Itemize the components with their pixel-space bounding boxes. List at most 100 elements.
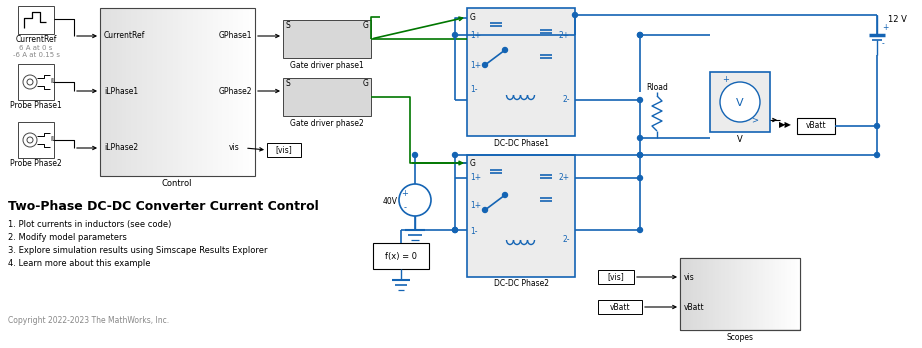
Bar (773, 259, 775, 329)
Text: 1. Plot currents in inductors (see code): 1. Plot currents in inductors (see code) (8, 220, 171, 229)
Text: 1+: 1+ (470, 31, 481, 40)
Bar (138, 8, 140, 176)
Circle shape (637, 228, 643, 232)
Bar (183, 8, 185, 176)
Text: GPhase2: GPhase2 (219, 87, 252, 95)
Bar (165, 8, 167, 176)
Bar (240, 8, 241, 176)
Text: >: > (751, 116, 759, 125)
Bar (145, 8, 147, 176)
Text: 2-: 2- (562, 236, 570, 245)
Text: 2+: 2+ (559, 174, 570, 182)
Circle shape (27, 79, 33, 85)
Bar (373, 243, 429, 269)
Bar (149, 8, 151, 176)
Bar (251, 8, 252, 176)
Bar (115, 8, 117, 176)
Text: GPhase1: GPhase1 (219, 32, 252, 40)
Text: 1-: 1- (470, 228, 478, 237)
Text: vis: vis (684, 274, 695, 283)
Bar (755, 259, 757, 329)
Bar (779, 259, 781, 329)
Bar (715, 259, 717, 329)
Text: 2-: 2- (562, 95, 570, 104)
Bar (769, 259, 771, 329)
Bar (785, 259, 787, 329)
Bar (598, 270, 634, 284)
Bar (775, 259, 777, 329)
Text: 1-: 1- (470, 86, 478, 95)
Bar (181, 8, 183, 176)
Bar (222, 8, 224, 176)
Bar (241, 8, 242, 176)
Bar (681, 259, 683, 329)
Circle shape (637, 175, 643, 181)
Bar (100, 8, 255, 176)
Bar (721, 259, 723, 329)
Text: 6 A at 0 s: 6 A at 0 s (19, 45, 53, 51)
Bar (267, 143, 301, 157)
Bar (170, 8, 171, 176)
Bar (168, 8, 170, 176)
Bar (238, 8, 240, 176)
Bar (120, 8, 122, 176)
Bar (680, 258, 800, 330)
Bar (208, 8, 210, 176)
Bar (235, 8, 236, 176)
Bar (144, 8, 145, 176)
Bar (799, 259, 801, 329)
Circle shape (874, 152, 880, 158)
Bar (717, 259, 719, 329)
Bar (199, 8, 201, 176)
Bar (156, 8, 158, 176)
Bar (763, 259, 765, 329)
Text: V: V (736, 98, 744, 108)
Bar (215, 8, 217, 176)
Bar (789, 259, 791, 329)
Bar (167, 8, 168, 176)
Bar (140, 8, 142, 176)
Bar (283, 20, 371, 58)
Bar (701, 259, 703, 329)
Bar (231, 8, 233, 176)
Bar (709, 259, 711, 329)
Bar (230, 8, 231, 176)
Bar (689, 259, 691, 329)
Text: vBatt: vBatt (609, 302, 631, 311)
Text: f(x) = 0: f(x) = 0 (385, 252, 417, 261)
Bar (723, 259, 725, 329)
Text: DC-DC Phase1: DC-DC Phase1 (493, 139, 549, 148)
Text: CurrentRef: CurrentRef (104, 32, 146, 40)
Bar (727, 259, 729, 329)
Text: 12 V: 12 V (888, 16, 907, 24)
Text: Two-Phase DC-DC Converter Current Control: Two-Phase DC-DC Converter Current Contro… (8, 200, 319, 213)
Text: Probe Phase1: Probe Phase1 (10, 102, 62, 111)
Bar (767, 259, 769, 329)
Bar (753, 259, 755, 329)
Text: [vis]: [vis] (608, 272, 624, 282)
Text: 2+: 2+ (559, 31, 570, 40)
Bar (112, 8, 114, 176)
Bar (236, 8, 238, 176)
Bar (229, 8, 230, 176)
Bar (685, 259, 687, 329)
Bar (178, 8, 179, 176)
Bar (735, 259, 737, 329)
Text: ▶▶: ▶▶ (778, 120, 791, 129)
Bar (174, 8, 176, 176)
Text: iLPhase1: iLPhase1 (104, 87, 138, 95)
Bar (771, 259, 773, 329)
Bar (697, 259, 699, 329)
Text: V: V (737, 135, 743, 144)
Text: S: S (285, 79, 290, 87)
Bar (218, 8, 219, 176)
Bar (196, 8, 197, 176)
Text: vBatt: vBatt (806, 121, 826, 130)
Bar (126, 8, 128, 176)
Bar (110, 8, 111, 176)
Text: Gate driver phase1: Gate driver phase1 (290, 62, 364, 71)
Circle shape (720, 82, 760, 122)
Bar (244, 8, 246, 176)
Bar (197, 8, 199, 176)
Bar (176, 8, 178, 176)
